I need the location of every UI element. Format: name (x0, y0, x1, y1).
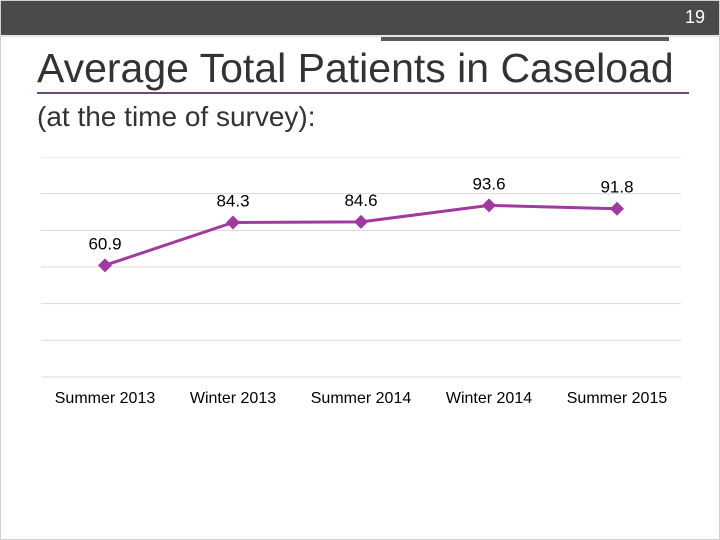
series-line (105, 205, 617, 265)
data-label: 84.3 (216, 191, 249, 210)
slide-number: 19 (685, 7, 705, 28)
data-label: 91.8 (600, 178, 633, 197)
x-axis-label: Summer 2014 (311, 390, 412, 407)
chart-svg: 60.9 84.3 84.6 93.6 91.8 Summer 2013 Winter 20… (41, 157, 681, 417)
topbar (1, 1, 719, 35)
slide: 19 Average Total Patients in Caseload (a… (0, 0, 720, 540)
data-marker (226, 215, 240, 229)
data-label: 84.6 (344, 191, 377, 210)
slide-title: Average Total Patients in Caseload (37, 45, 689, 94)
data-marker (354, 215, 368, 229)
data-marker (482, 198, 496, 212)
data-marker (610, 202, 624, 216)
data-marker (98, 258, 112, 272)
x-axis-label: Winter 2014 (446, 390, 532, 407)
chart: 60.9 84.3 84.6 93.6 91.8 Summer 2013 Winter 20… (41, 157, 681, 417)
data-label: 60.9 (88, 234, 121, 253)
x-axis-label: Summer 2013 (55, 390, 156, 407)
x-axis-label: Summer 2015 (567, 390, 668, 407)
x-axis-label: Winter 2013 (190, 390, 276, 407)
data-label: 93.6 (472, 174, 505, 193)
topbar-underline-dark (381, 37, 669, 41)
slide-subtitle: (at the time of survey): (37, 101, 316, 133)
